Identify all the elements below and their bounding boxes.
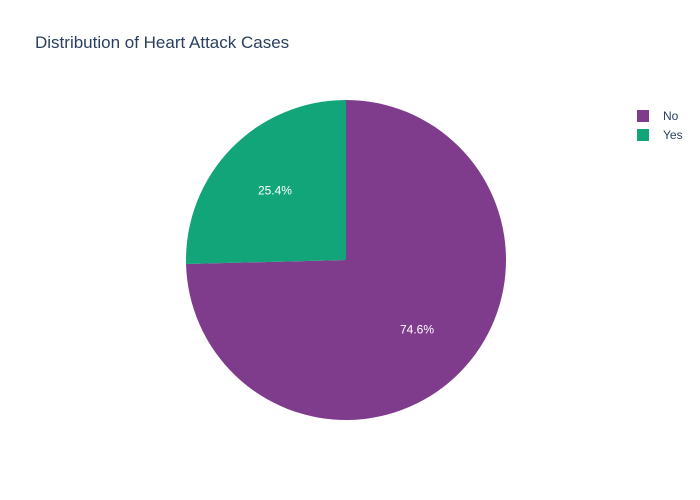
pie-slice-label-yes: 25.4% xyxy=(258,184,292,198)
legend-label-no: No xyxy=(663,108,679,123)
legend-swatch-no xyxy=(637,109,649,122)
pie-slice-labels: 74.6% 25.4% xyxy=(258,184,434,337)
pie-slices xyxy=(186,100,506,420)
pie-slice-yes[interactable] xyxy=(186,100,346,265)
chart-title: Distribution of Heart Attack Cases xyxy=(35,33,290,52)
pie-slice-label-no: 74.6% xyxy=(400,322,434,336)
legend-item-no[interactable]: No xyxy=(637,106,683,125)
legend-item-yes[interactable]: Yes xyxy=(637,125,683,144)
legend: No Yes xyxy=(637,106,683,144)
legend-label-yes: Yes xyxy=(663,127,683,142)
pie-slice-no[interactable] xyxy=(186,100,506,420)
legend-swatch-yes xyxy=(637,128,649,141)
